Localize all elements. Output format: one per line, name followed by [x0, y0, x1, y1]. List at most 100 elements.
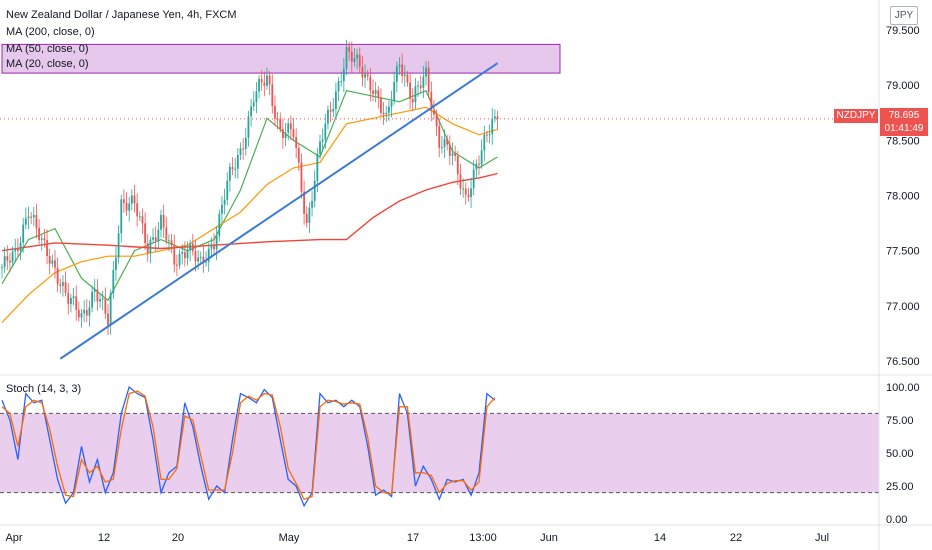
candle-body	[385, 112, 388, 115]
candle-body	[115, 257, 117, 271]
candle-body	[231, 166, 234, 170]
candle-body	[202, 256, 205, 262]
time-tick-label: Jun	[540, 532, 558, 544]
legend-ma50[interactable]: MA (50, close, 0)	[6, 43, 89, 55]
price-tick-label: 77.000	[886, 301, 920, 313]
candle-body	[438, 126, 441, 148]
candle-body	[27, 216, 30, 219]
candle-body	[109, 293, 112, 326]
candle-body	[454, 153, 457, 157]
candle-body	[40, 238, 43, 240]
candle-body	[329, 109, 332, 112]
candle-body	[372, 90, 374, 94]
candle-body	[252, 102, 255, 107]
candle-body	[300, 162, 303, 192]
candle-body	[348, 47, 351, 52]
candle-body	[382, 112, 385, 115]
candle-body	[374, 90, 377, 94]
candle-body	[250, 106, 252, 117]
candle-body	[35, 215, 38, 228]
candle-body	[350, 51, 353, 62]
candle-body	[22, 224, 25, 243]
candle-body	[311, 200, 313, 208]
candle-body	[433, 110, 435, 115]
candle-body	[390, 101, 393, 107]
candle-body	[321, 139, 324, 142]
candle-body	[255, 91, 258, 103]
candle-body	[276, 118, 279, 120]
candle-body	[289, 123, 292, 130]
candle-body	[282, 129, 284, 139]
time-tick-label: Apr	[5, 532, 22, 544]
candle-body	[181, 252, 184, 254]
legend-ma20[interactable]: MA (20, close, 0)	[6, 58, 89, 70]
candle-body	[75, 296, 78, 310]
candle-body	[186, 250, 189, 259]
stoch-tick-label: 25.00	[886, 481, 914, 493]
candle-body	[260, 78, 263, 83]
candle-body	[210, 244, 213, 249]
price-tick-label: 77.500	[886, 246, 920, 258]
candle-body	[162, 214, 165, 228]
price-tick-label: 78.000	[886, 191, 920, 203]
candle-body	[483, 134, 486, 151]
candle-body	[83, 309, 86, 314]
candle-body	[157, 229, 160, 241]
candle-body	[17, 248, 19, 252]
candle-body	[464, 188, 467, 195]
candle-body	[229, 166, 231, 181]
price-pane[interactable]	[0, 39, 879, 360]
candle-body	[364, 74, 366, 78]
candle-body	[411, 98, 414, 103]
candle-body	[443, 138, 446, 148]
candle-body	[488, 134, 491, 136]
currency-button[interactable]: JPY	[890, 6, 918, 25]
candle-body	[199, 256, 202, 258]
candle-body	[178, 253, 181, 266]
candle-body	[226, 180, 229, 200]
candle-body	[207, 248, 210, 262]
candle-body	[480, 150, 483, 165]
candle-body	[3, 256, 6, 268]
candle-body	[48, 256, 51, 264]
candle-body	[141, 216, 144, 224]
stoch-tick-label: 75.00	[886, 415, 914, 427]
time-tick-label: 14	[654, 532, 666, 544]
candle-body	[279, 118, 282, 130]
candle-body	[70, 298, 72, 305]
candle-body	[305, 213, 308, 223]
candle-body	[67, 292, 70, 305]
resistance-zone	[1, 43, 561, 74]
price-tick-label: 76.500	[886, 356, 920, 368]
candle-body	[393, 81, 396, 102]
candle-body	[486, 134, 488, 136]
candle-body	[6, 256, 9, 261]
candle-body	[324, 123, 327, 140]
time-tick-label: 20	[172, 532, 184, 544]
candle-body	[414, 86, 417, 103]
candle-body	[160, 214, 162, 230]
candle-body	[170, 240, 173, 246]
candle-body	[268, 75, 271, 85]
candle-body	[244, 137, 247, 149]
legend-stoch[interactable]: Stoch (14, 3, 3)	[6, 383, 82, 395]
candle-body	[377, 90, 380, 99]
candle-body	[205, 261, 207, 263]
stoch-pane[interactable]	[0, 385, 879, 508]
candle-body	[308, 207, 311, 223]
candle-body	[403, 74, 406, 77]
candle-body	[112, 270, 115, 294]
candle-body	[189, 243, 192, 251]
candle-body	[213, 244, 215, 250]
ma20-line	[1, 89, 498, 302]
candle-body	[295, 137, 298, 148]
candle-body	[30, 216, 33, 218]
candle-body	[123, 199, 125, 203]
legend-ma200[interactable]: MA (200, close, 0)	[6, 26, 95, 38]
candle-body	[435, 114, 438, 127]
candle-body	[494, 116, 496, 119]
candle-body	[316, 154, 319, 181]
candle-body	[409, 82, 411, 99]
stoch-tick-label: 0.00	[886, 514, 907, 526]
